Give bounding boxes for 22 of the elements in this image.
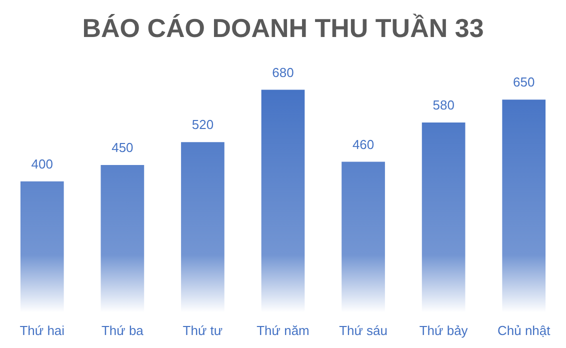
- data-label: 650: [513, 74, 535, 90]
- data-label: 680: [272, 64, 294, 80]
- bar: [422, 122, 466, 312]
- x-tick-label: Thứ ba: [101, 322, 144, 338]
- x-tick-label: Thứ bảy: [419, 322, 468, 338]
- chart-title: BÁO CÁO DOANH THU TUẦN 33: [82, 12, 484, 43]
- bar: [100, 165, 144, 312]
- data-label: 520: [192, 117, 214, 132]
- data-label: 400: [31, 156, 53, 172]
- bar: [342, 162, 385, 312]
- bar: [20, 181, 64, 312]
- bar: [181, 142, 224, 312]
- bar: [261, 90, 305, 312]
- data-label: 450: [112, 140, 134, 156]
- x-tick-label: Chủ nhật: [497, 322, 551, 338]
- bar: [502, 100, 546, 312]
- data-label: 460: [352, 136, 374, 152]
- x-tick-label: Thứ sáu: [339, 322, 388, 338]
- x-tick-label: Thứ năm: [256, 322, 310, 338]
- data-label: 580: [432, 98, 454, 113]
- x-tick-label: Thứ hai: [20, 322, 65, 338]
- x-tick-label: Thứ tư: [182, 322, 223, 338]
